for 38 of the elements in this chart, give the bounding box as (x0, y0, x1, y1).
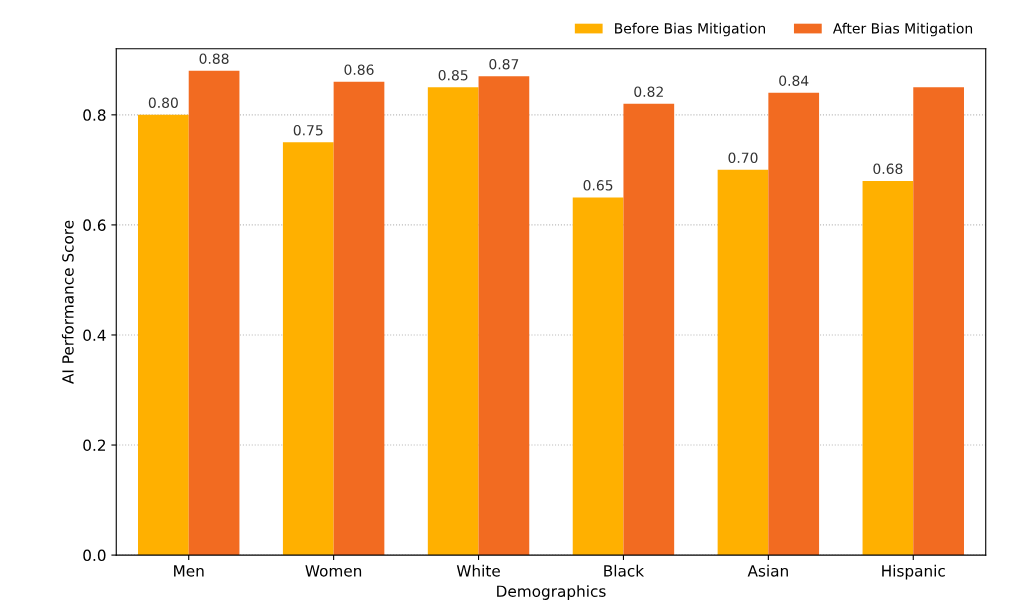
x-tick-label: White (456, 564, 500, 577)
bar (768, 92, 820, 556)
bar (138, 114, 189, 556)
data-label: 0.86 (344, 64, 374, 75)
bar (913, 87, 964, 556)
data-label: 0.88 (199, 53, 229, 64)
bar (572, 197, 624, 556)
bar (478, 76, 530, 556)
x-tick-label: Black (604, 564, 645, 577)
data-label: 0.70 (728, 152, 758, 164)
bar (333, 81, 385, 556)
bar (188, 70, 240, 556)
bar (623, 103, 675, 556)
bar (717, 169, 769, 556)
data-label: 0.87 (489, 58, 519, 70)
legend-label: Before Bias Mitigation (615, 22, 765, 37)
y-axis-title: AI Performance Score (61, 220, 74, 384)
y-tick-label: 0.8 (83, 109, 106, 121)
data-label: 0.68 (873, 163, 903, 175)
x-axis-title: Demographics (497, 585, 606, 600)
data-label: 0.84 (779, 75, 809, 86)
bar (282, 142, 334, 556)
x-tick-label: Women (305, 565, 362, 577)
y-tick-label: 0.6 (83, 219, 106, 231)
data-label: 0.85 (438, 69, 468, 81)
y-tick-label: 0.0 (83, 549, 106, 562)
data-label: 0.65 (583, 180, 613, 191)
y-tick-label: 0.4 (83, 329, 106, 341)
y-tick-label: 0.2 (83, 439, 106, 452)
data-label: 0.80 (148, 97, 178, 108)
bar (862, 180, 914, 556)
bar (427, 87, 479, 556)
x-tick-label: Hispanic (882, 564, 945, 580)
data-label: 0.82 (634, 86, 663, 97)
x-tick-label: Asian (747, 564, 788, 577)
legend-label: After Bias Mitigation (832, 22, 973, 37)
x-tick-label: Men (174, 565, 204, 577)
data-label: 0.75 (293, 124, 323, 136)
